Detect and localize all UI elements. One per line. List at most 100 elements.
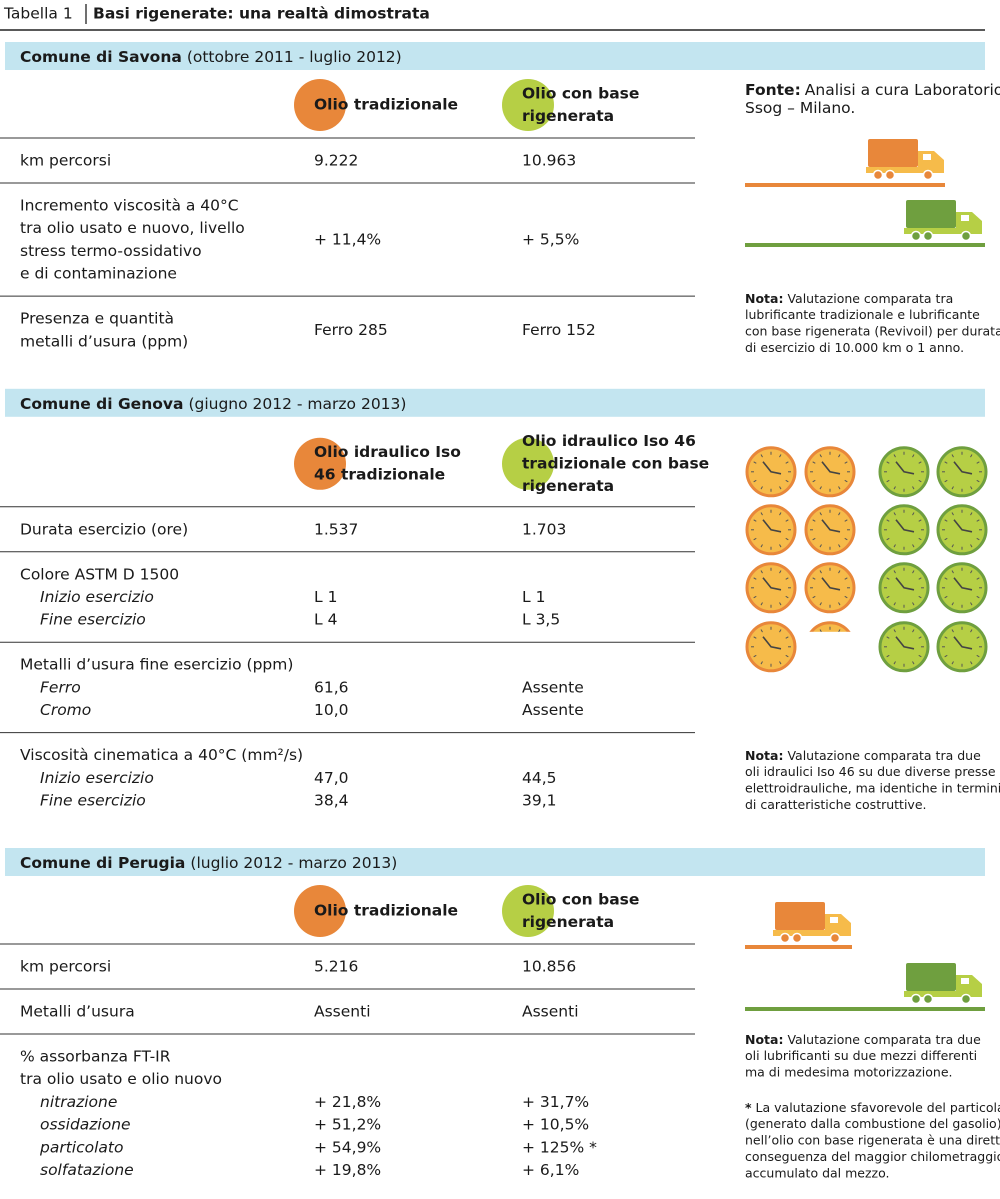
- clock-tick: [970, 661, 973, 665]
- column-dot: [502, 885, 554, 937]
- clock-tick: [912, 486, 915, 490]
- sub-label: Fine esercizio: [40, 611, 146, 629]
- clock-tick: [970, 602, 973, 606]
- cell-value: + 31,7%: [522, 1093, 589, 1111]
- section-bar: [5, 388, 985, 417]
- note-line: elettroidrauliche, ma identiche in termi…: [745, 780, 1000, 795]
- clock-tick: [844, 461, 848, 464]
- column-dot: [294, 79, 346, 131]
- clock-tick: [819, 570, 822, 574]
- clock-tick: [753, 461, 757, 464]
- sub-label: solfatazione: [40, 1161, 134, 1179]
- clock-tick: [844, 537, 848, 541]
- clock-hands: [953, 636, 973, 650]
- clock-tick: [779, 486, 782, 490]
- truck-wheel: [922, 230, 934, 242]
- row-label: stress termo-ossidativo: [20, 242, 202, 260]
- clock-mask: [800, 631, 862, 677]
- clock-tick: [886, 577, 890, 580]
- clock-tick: [819, 454, 822, 458]
- clock-tick: [951, 454, 954, 458]
- clock-tick: [970, 544, 973, 548]
- clock-tick: [819, 486, 822, 490]
- clock-tick: [838, 629, 841, 633]
- note-line: (generato dalla combustione del gasolio): [745, 1116, 1000, 1131]
- cell-value: + 6,1%: [522, 1161, 579, 1179]
- clock-tick: [760, 454, 763, 458]
- section-bar: [5, 848, 985, 876]
- clock-hands: [895, 461, 915, 475]
- truck-window: [830, 917, 838, 923]
- clock-tick: [785, 519, 789, 522]
- truck-chassis: [904, 228, 956, 234]
- clock-hands: [953, 461, 973, 475]
- clock-tick: [785, 577, 789, 580]
- clock-tick: [760, 661, 763, 665]
- clock-tick: [918, 461, 922, 464]
- clock-tick: [970, 570, 973, 574]
- cell-value: + 125% *: [522, 1138, 597, 1156]
- section-name: Comune di Genova: [20, 394, 183, 412]
- section-heading: Comune di Savona (ottobre 2011 - luglio 2…: [20, 48, 402, 66]
- column-header: rigenerata: [522, 477, 614, 495]
- clock-tick: [785, 479, 789, 483]
- clock-tick: [951, 602, 954, 606]
- cell-value: 10.856: [522, 958, 576, 976]
- row-label: Metalli d’usura fine esercizio (ppm): [20, 656, 293, 674]
- clock-tick: [779, 661, 782, 665]
- clock-hands: [895, 636, 915, 650]
- truck-body: [868, 139, 918, 167]
- cell-value: L 3,5: [522, 611, 560, 629]
- clock-tick: [812, 595, 816, 599]
- clock-tick: [918, 636, 922, 639]
- truck-wheel: [884, 169, 896, 181]
- note-text: Valutazione comparata tra due: [787, 747, 981, 762]
- sub-label: Inizio esercizio: [40, 588, 154, 606]
- cell-value: 9.222: [314, 152, 358, 170]
- sub-label: ossidazione: [40, 1116, 131, 1134]
- note-line: lubrificante tradizionale e lubrificante: [745, 307, 980, 322]
- clock-hands: [895, 577, 915, 591]
- section-heading: Comune di Genova (giugno 2012 - marzo 201…: [20, 394, 406, 412]
- clock-tick: [819, 602, 822, 606]
- section-name: Comune di Savona: [20, 48, 182, 66]
- truck-window: [923, 154, 931, 160]
- clock-tick: [760, 512, 763, 516]
- clock-tick: [753, 636, 757, 639]
- clock-tick: [918, 577, 922, 580]
- clock-tick: [760, 486, 763, 490]
- clock-tick: [886, 654, 890, 658]
- column-header: Olio idraulico Iso: [314, 443, 461, 461]
- note-line: nell’olio con base rigenerata è una dire…: [745, 1133, 1000, 1148]
- section-bar: [5, 42, 985, 70]
- clock-tick: [844, 479, 848, 483]
- clock-tick: [779, 570, 782, 574]
- clock-hands: [762, 636, 782, 650]
- note-label: Nota:: [745, 747, 783, 762]
- note-line: Nota: Valutazione comparata tra: [745, 291, 953, 306]
- truck-wheel: [910, 230, 922, 242]
- cell-value: Assenti: [522, 1003, 579, 1021]
- clock-tick: [886, 537, 890, 541]
- clock-tick: [838, 544, 841, 548]
- cell-value: + 10,5%: [522, 1116, 589, 1134]
- clock-tick: [753, 479, 757, 483]
- clock-tick: [812, 479, 816, 483]
- truck-window: [961, 215, 969, 221]
- clock-tick: [838, 454, 841, 458]
- clock-tick: [918, 654, 922, 658]
- cell-value: 39,1: [522, 792, 557, 810]
- sub-label: Ferro: [40, 678, 81, 696]
- clock-hands: [821, 577, 841, 591]
- table-title: Basi rigenerate: una realtà dimostrata: [93, 5, 430, 23]
- column-header: tradizionale con base: [522, 454, 709, 472]
- cell-value: L 4: [314, 611, 337, 629]
- clock-tick: [951, 486, 954, 490]
- cell-value: + 5,5%: [522, 231, 579, 249]
- clock-tick: [951, 544, 954, 548]
- truck-wheel: [829, 932, 841, 944]
- column-header: Olio con base: [522, 890, 639, 908]
- row-label: tra olio usato e olio nuovo: [20, 1070, 222, 1088]
- cell-value: Ferro 152: [522, 321, 596, 339]
